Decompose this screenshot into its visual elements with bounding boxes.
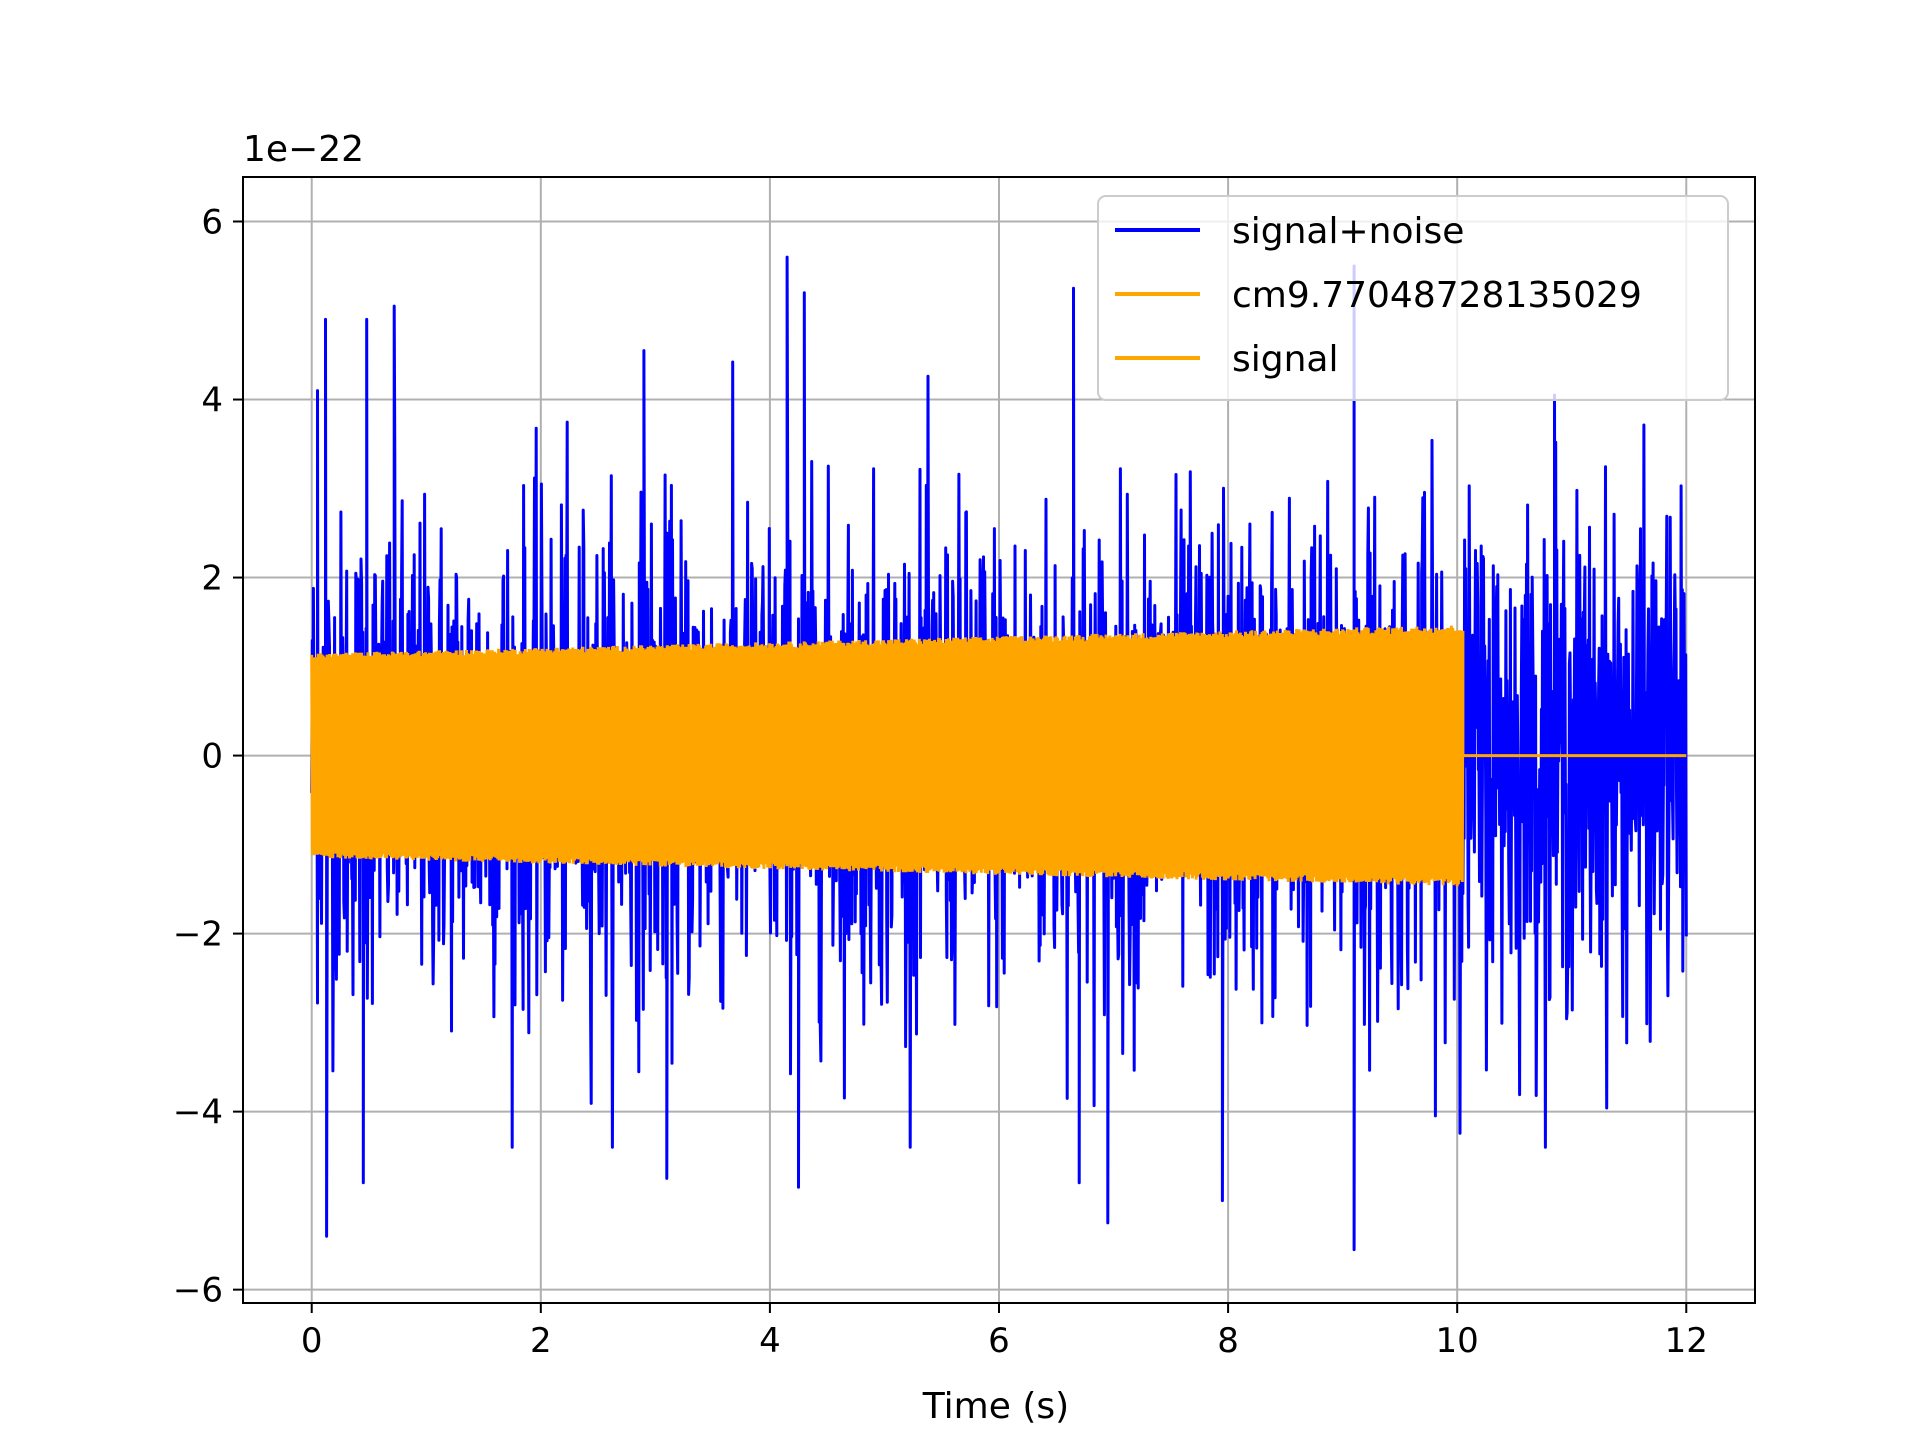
y-tick-label: −6 — [173, 1271, 223, 1311]
x-tick-label: 12 — [1665, 1321, 1708, 1361]
x-tick-label: 0 — [301, 1321, 323, 1361]
legend: signal+noise cm9.77048728135029 signal — [1097, 195, 1729, 401]
x-axis: 0 2 4 6 8 10 12 — [301, 1303, 1708, 1361]
y-tick-label: 0 — [201, 737, 223, 777]
y-tick-label: −2 — [173, 915, 223, 955]
y-axis: −6 −4 −2 0 2 4 6 — [173, 203, 243, 1311]
y-tick-label: −4 — [173, 1093, 223, 1133]
x-tick-label: 10 — [1436, 1321, 1479, 1361]
x-tick-label: 2 — [530, 1321, 552, 1361]
legend-label-signal: signal — [1232, 339, 1339, 380]
legend-box — [1097, 195, 1729, 401]
x-tick-label: 8 — [1217, 1321, 1239, 1361]
signal-line — [310, 625, 1687, 887]
legend-label-cm: cm9.77048728135029 — [1232, 275, 1642, 316]
y-tick-label: 6 — [201, 203, 223, 243]
x-tick-label: 4 — [759, 1321, 781, 1361]
x-tick-label: 6 — [988, 1321, 1010, 1361]
y-tick-label: 2 — [201, 559, 223, 599]
series-signal — [310, 625, 1687, 887]
y-tick-label: 4 — [201, 381, 223, 421]
x-axis-label: Time (s) — [922, 1386, 1069, 1427]
y-offset-label: 1e−22 — [243, 129, 364, 170]
legend-label-signal-noise: signal+noise — [1232, 211, 1464, 252]
